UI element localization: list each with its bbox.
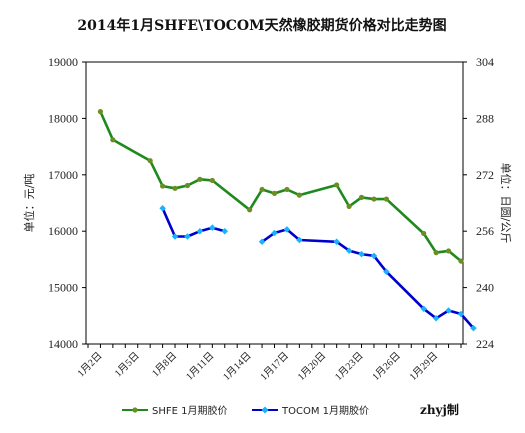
x-axis: 1月2日 1月5日 1月8日 1月11日 1月14日 1月17日 1月20日 1月23日 1月2… bbox=[75, 344, 462, 383]
tocom-series-line bbox=[161, 207, 226, 238]
y-axis-label-right: 单位：日圆/公斤 bbox=[499, 163, 513, 244]
plot-area bbox=[85, 61, 464, 345]
tocom-series-line bbox=[261, 228, 475, 329]
shfe-point bbox=[371, 196, 377, 202]
x-tick-label: 1月29日 bbox=[407, 350, 440, 383]
legend-marker-shfe bbox=[132, 407, 138, 413]
shfe-point bbox=[296, 192, 302, 198]
shfe-point bbox=[433, 250, 439, 256]
right-tick-label: 256 bbox=[476, 224, 494, 238]
left-axis: 14000 15000 16000 17000 18000 19000 bbox=[48, 55, 86, 351]
tocom-point bbox=[221, 227, 229, 235]
tocom-point bbox=[159, 205, 166, 212]
tocom-point bbox=[184, 233, 191, 240]
shfe-point bbox=[334, 182, 340, 188]
shfe-point bbox=[110, 137, 116, 143]
right-tick-label: 272 bbox=[476, 168, 494, 182]
tocom-point bbox=[470, 324, 477, 332]
series-layer bbox=[97, 109, 477, 332]
legend-marker-tocom bbox=[261, 406, 269, 414]
right-tick-label: 304 bbox=[476, 55, 494, 69]
tocom-point bbox=[358, 250, 365, 258]
x-tick-label: 1月23日 bbox=[332, 350, 365, 383]
tocom-point bbox=[345, 247, 353, 254]
tocom-point bbox=[333, 238, 340, 246]
left-tick-label: 16000 bbox=[48, 224, 78, 238]
shfe-point bbox=[358, 194, 365, 200]
shfe-point bbox=[97, 109, 104, 115]
shfe-point bbox=[184, 182, 191, 189]
legend-label-shfe: SHFE 1月期胶价 bbox=[152, 404, 227, 417]
tocom-point bbox=[209, 224, 216, 231]
tocom-point bbox=[457, 310, 465, 318]
tocom-point bbox=[370, 252, 378, 260]
legend-label-tocom: TOCOM 1月期胶价 bbox=[281, 404, 369, 417]
x-tick-label: 1月17日 bbox=[258, 350, 291, 383]
x-tick-label: 1月2日 bbox=[75, 350, 105, 380]
shfe-series-line bbox=[99, 111, 462, 263]
shfe-point bbox=[445, 248, 452, 254]
tocom-point bbox=[196, 227, 204, 235]
x-tick-label: 1月5日 bbox=[112, 350, 142, 380]
tocom-point bbox=[296, 236, 303, 244]
shfe-point bbox=[147, 158, 153, 164]
x-tick-label: 1月20日 bbox=[295, 350, 328, 383]
tocom-point bbox=[271, 229, 278, 237]
left-tick-label: 18000 bbox=[48, 111, 78, 125]
credit-label: zhyj制 bbox=[420, 402, 459, 417]
shfe-point bbox=[383, 196, 389, 202]
shfe-point bbox=[346, 203, 352, 209]
left-tick-label: 14000 bbox=[48, 337, 78, 351]
left-tick-label: 15000 bbox=[48, 281, 78, 295]
x-tick-label: 1月11日 bbox=[183, 350, 216, 383]
shfe-point bbox=[160, 183, 166, 189]
shfe-point bbox=[197, 176, 203, 182]
tocom-point bbox=[432, 315, 440, 322]
shfe-point bbox=[458, 258, 464, 264]
shfe-point bbox=[271, 190, 278, 197]
x-tick-label: 1月14日 bbox=[221, 350, 254, 383]
tocom-point bbox=[445, 307, 452, 314]
tocom-point bbox=[171, 233, 179, 240]
x-tick-label: 1月8日 bbox=[149, 350, 179, 380]
left-tick-label: 17000 bbox=[48, 168, 78, 182]
shfe-point bbox=[172, 185, 178, 191]
y-axis-label-left: 单位：元/吨 bbox=[22, 174, 36, 233]
tocom-point bbox=[283, 226, 291, 233]
tocom-point bbox=[258, 238, 266, 246]
right-tick-label: 240 bbox=[476, 281, 494, 295]
chart-title: 2014年1月SHFE\TOCOM天然橡胶期货价格对比走势图 bbox=[77, 17, 446, 34]
right-axis: 224 240 256 272 288 304 bbox=[463, 55, 494, 351]
legend: SHFE 1月期胶价 TOCOM 1月期胶价 bbox=[122, 404, 369, 417]
left-tick-label: 19000 bbox=[48, 55, 78, 69]
shfe-point bbox=[284, 186, 290, 193]
shfe-point bbox=[259, 186, 265, 193]
tocom-point bbox=[420, 305, 427, 313]
right-tick-label: 288 bbox=[476, 111, 494, 125]
shfe-point bbox=[421, 230, 427, 237]
x-tick-label: 1月26日 bbox=[370, 350, 403, 383]
tocom-point bbox=[383, 268, 390, 275]
shfe-point bbox=[247, 207, 253, 213]
right-tick-label: 224 bbox=[476, 337, 494, 351]
shfe-point bbox=[209, 177, 215, 184]
